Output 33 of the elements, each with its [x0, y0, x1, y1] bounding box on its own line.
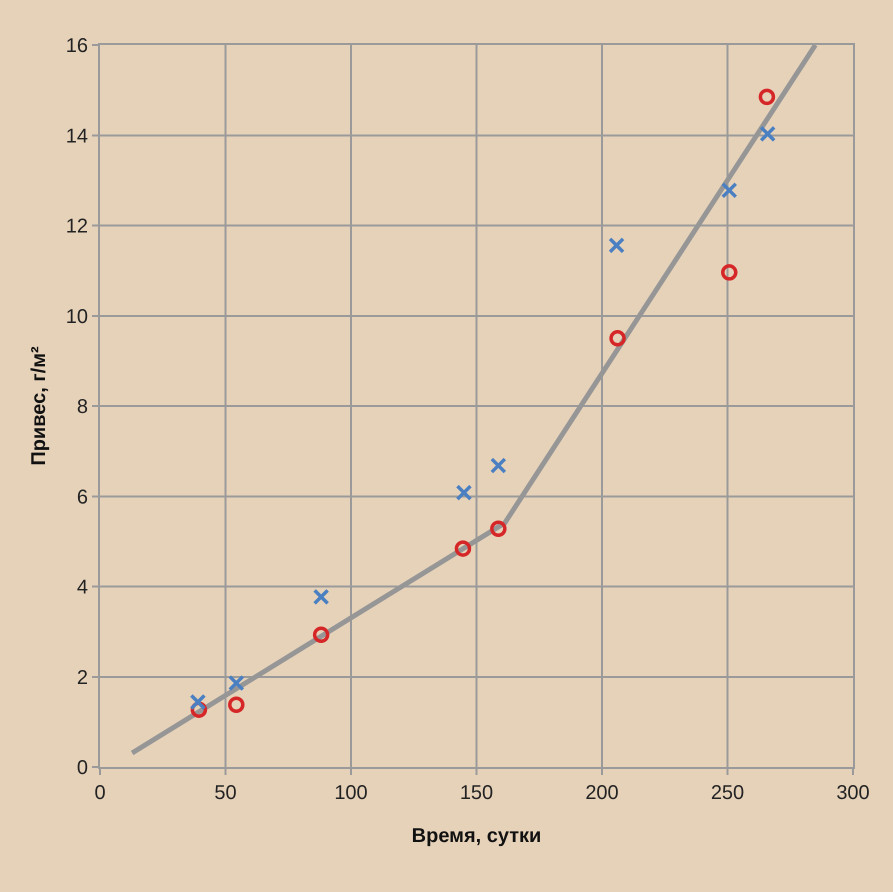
- y-tick-label: 2: [76, 666, 88, 689]
- point: [228, 674, 245, 692]
- x-tick-label: 50: [214, 782, 237, 804]
- y-tick-label: 12: [66, 216, 88, 238]
- y-tick-label: 14: [66, 125, 88, 148]
- x-axis-title: Время, сутки: [412, 825, 542, 847]
- point: [490, 520, 507, 537]
- y-tick-label: 16: [66, 35, 88, 57]
- point: [608, 237, 625, 254]
- point: [721, 264, 738, 281]
- x-tick-label: 200: [585, 782, 619, 804]
- x-tick-label: 300: [836, 782, 870, 804]
- y-tick-label: 6: [76, 486, 88, 508]
- y-tick-label: 10: [66, 306, 88, 328]
- point: [190, 694, 206, 710]
- x-tick-label: 100: [334, 782, 368, 804]
- point: [609, 330, 626, 347]
- point: [721, 182, 738, 199]
- point: [312, 588, 330, 606]
- x-tick-label: 0: [94, 782, 106, 804]
- y-axis-title: Привес, г/м²: [28, 346, 50, 466]
- point: [454, 540, 472, 557]
- y-tick-label: 0: [76, 757, 88, 779]
- y-tick-label: 4: [76, 576, 88, 598]
- x-tick-label: 250: [710, 782, 744, 804]
- point: [228, 696, 245, 713]
- y-tick-label: 8: [76, 396, 88, 418]
- point: [759, 126, 776, 142]
- point: [312, 626, 330, 644]
- point: [490, 457, 507, 474]
- point: [456, 484, 472, 501]
- x-tick-label: 150: [460, 782, 494, 804]
- point: [758, 88, 776, 106]
